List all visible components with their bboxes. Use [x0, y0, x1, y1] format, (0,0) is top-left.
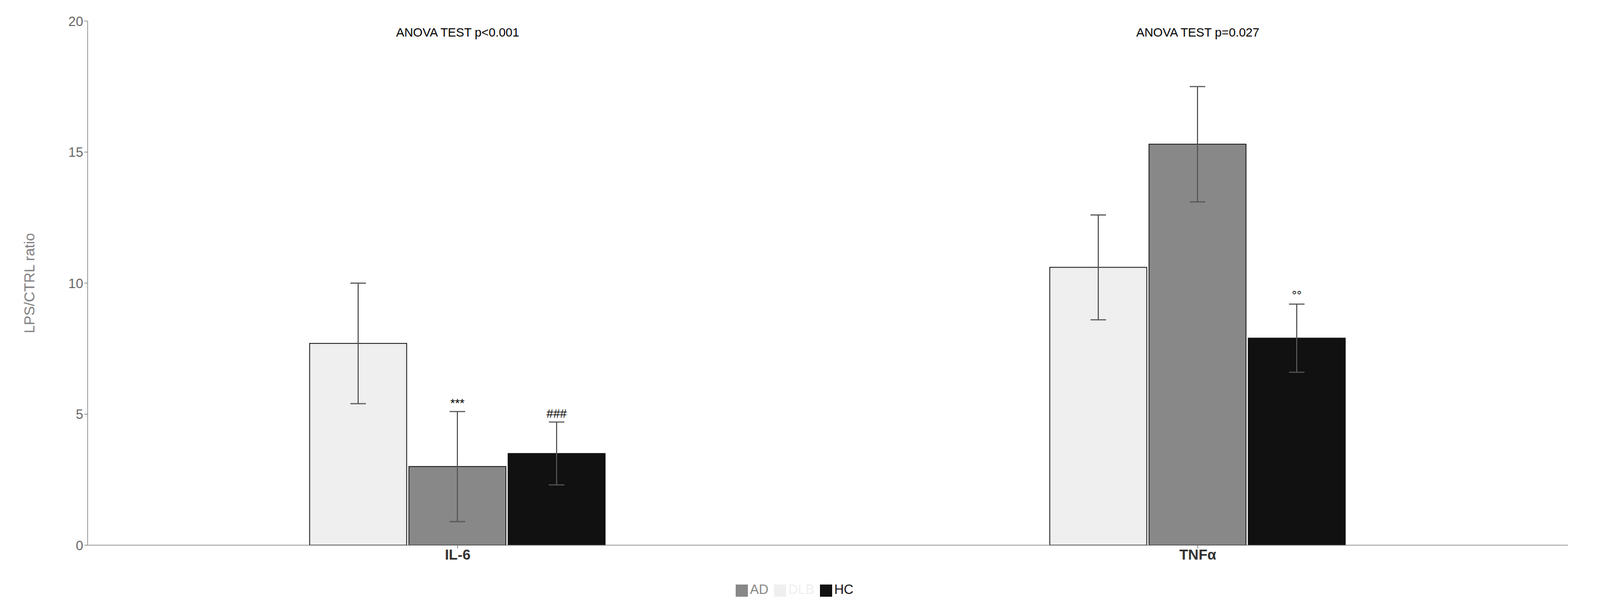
svg-text:ANOVA TEST p=0.027: ANOVA TEST p=0.027 [1136, 25, 1260, 40]
svg-text:LPS/CTRL ratio: LPS/CTRL ratio [21, 232, 38, 334]
svg-text:###: ### [546, 406, 568, 421]
svg-text:15: 15 [68, 144, 84, 160]
html-text:AD: AD [749, 582, 769, 598]
svg-text:5: 5 [75, 406, 84, 422]
svg-text:ANOVA TEST p<0.001: ANOVA TEST p<0.001 [396, 25, 520, 40]
svg-text:IL-6: IL-6 [444, 546, 471, 564]
svg-text:TNFα: TNFα [1179, 546, 1217, 564]
html-text:DLB: DLB [788, 582, 815, 598]
svg-text:0: 0 [75, 538, 84, 554]
svg-text:***: *** [450, 396, 465, 411]
svg-text:20: 20 [68, 13, 84, 29]
html-text:HC: HC [834, 582, 854, 598]
svg-text:°°: °° [1291, 288, 1302, 303]
svg-text:10: 10 [68, 276, 84, 292]
